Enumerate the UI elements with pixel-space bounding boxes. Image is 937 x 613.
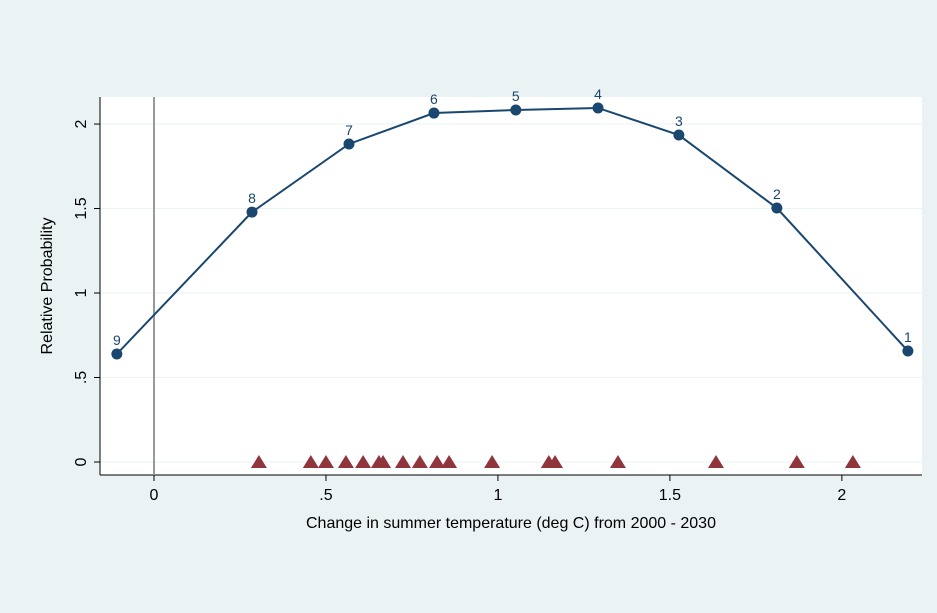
triangle-marker: [337, 454, 354, 468]
triangle-marker: [844, 454, 861, 468]
point-marker: [673, 129, 685, 141]
triangle-marker: [355, 454, 372, 468]
point-label: 9: [113, 332, 121, 348]
point-marker: [428, 107, 440, 119]
y-tick-label: .5: [73, 371, 90, 384]
triangle-marker: [547, 454, 564, 468]
triangle-marker: [411, 454, 428, 468]
plot-area: [100, 97, 922, 475]
point-label: 4: [594, 86, 602, 102]
triangle-marker: [609, 454, 626, 468]
y-axis-label: Relative Probability: [39, 218, 56, 355]
triangle-marker: [317, 454, 334, 468]
point-marker: [111, 348, 123, 360]
x-tick-label: 0: [150, 487, 159, 504]
x-axis-label: Change in summer temperature (deg C) fro…: [306, 515, 716, 532]
point-marker: [592, 102, 604, 114]
triangle-marker: [375, 454, 392, 468]
point-label: 1: [904, 329, 912, 345]
point-label: 3: [675, 113, 683, 129]
point-marker: [246, 206, 258, 218]
y-tick-label: 1.5: [73, 197, 90, 219]
point-marker: [510, 104, 522, 116]
y-tick-label: 2: [73, 119, 90, 128]
y-tick-label: 1: [73, 288, 90, 297]
point-label: 6: [430, 91, 438, 107]
point-label: 8: [248, 190, 256, 206]
x-tick-label: 1.5: [659, 487, 681, 504]
triangle-marker: [707, 454, 724, 468]
triangle-marker: [441, 454, 458, 468]
x-tick-label: 1: [493, 487, 502, 504]
triangle-marker: [250, 454, 267, 468]
point-label: 2: [773, 186, 781, 202]
y-tick-label: 0: [73, 457, 90, 466]
triangle-marker: [302, 454, 319, 468]
point-marker: [902, 345, 914, 357]
point-label: 7: [345, 122, 353, 138]
triangle-marker: [788, 454, 805, 468]
triangle-marker: [395, 454, 412, 468]
triangle-marker: [429, 454, 446, 468]
x-tick-label: 2: [837, 487, 846, 504]
x-tick-label: .5: [319, 487, 332, 504]
triangle-marker: [484, 454, 501, 468]
point-marker: [771, 202, 783, 214]
point-marker: [343, 138, 355, 150]
point-label: 5: [512, 88, 520, 104]
